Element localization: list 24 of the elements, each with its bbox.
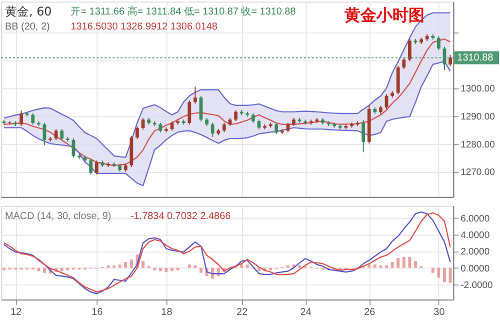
chart-title: 黄金, 60 <box>4 4 52 19</box>
x-tick-label: 12 <box>10 306 22 318</box>
y-tick-label: 6.0000 <box>460 213 490 224</box>
annotation: 黄金小时图 <box>344 6 425 25</box>
x-tick-label: 30 <box>434 306 446 318</box>
annotation: 开= 1311.66 高= 1311.84 低= 1310.87 收= 1310.88 <box>70 6 296 18</box>
annotation: 1316.5030 1326.9912 1306.0148 <box>70 22 218 33</box>
x-tick-label: 16 <box>92 306 104 318</box>
annotation: -1.7834 0.7032 2.4866 <box>130 210 232 222</box>
x-tick-label: 26 <box>364 306 376 318</box>
y-tick-label: 1280.00 <box>460 139 495 150</box>
y-tick-label: -2.0000 <box>460 280 493 291</box>
y-tick-label: 4.0000 <box>460 230 490 242</box>
y-tick-label: 1300.00 <box>460 84 495 95</box>
y-tick-label: 1270.00 <box>460 167 495 178</box>
x-tick-label: 18 <box>161 306 173 318</box>
annotation: BB (20, 2) <box>4 22 50 33</box>
y-tick-label: 0.0000 <box>460 263 490 274</box>
x-tick-label: 24 <box>300 306 312 318</box>
y-tick-label: 2.0000 <box>460 246 490 258</box>
y-tick-label: 1290.00 <box>460 111 495 122</box>
ref-line-label: 1310.88 <box>457 52 494 64</box>
x-tick-label: 22 <box>236 306 248 318</box>
chart-title: MACD (14, 30, close, 9) <box>4 210 112 222</box>
